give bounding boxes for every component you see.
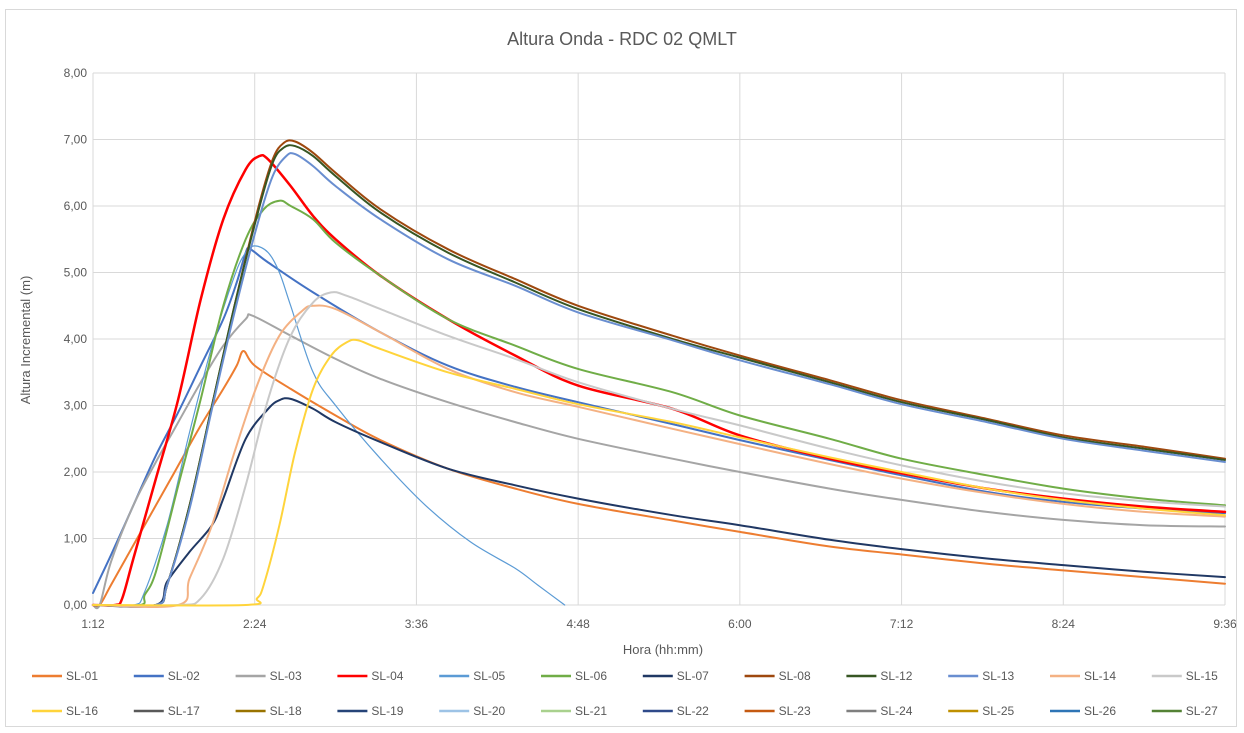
legend-label: SL-21 <box>575 704 607 718</box>
legend-label: SL-05 <box>473 669 505 683</box>
series-line-sl-15 <box>92 291 1226 607</box>
legend-item: SL-21 <box>541 704 607 718</box>
legend-label: SL-19 <box>371 704 403 718</box>
chart-canvas: Altura Onda - RDC 02 QMLT Altura Increme… <box>18 29 1237 718</box>
legend-label: SL-03 <box>270 669 302 683</box>
legend-item: SL-26 <box>1050 704 1116 718</box>
series-line-sl-13 <box>92 152 1226 608</box>
legend-item: SL-01 <box>32 669 98 683</box>
legend-item: SL-15 <box>1151 669 1218 683</box>
legend-label: SL-27 <box>1186 704 1218 718</box>
legend-item: SL-12 <box>846 669 913 683</box>
series-line-sl-16 <box>92 338 1226 607</box>
legend-label: SL-08 <box>779 669 811 683</box>
y-tick-label: 5,00 <box>64 266 88 280</box>
x-tick-label: 3:36 <box>405 617 429 631</box>
legend-item: SL-27 <box>1151 704 1218 718</box>
legend-label: SL-04 <box>371 669 403 683</box>
legend-item: SL-13 <box>948 669 1015 683</box>
x-tick-label: 1:12 <box>81 617 105 631</box>
y-axis-label: Altura Incremental (m) <box>18 276 33 405</box>
legend-label: SL-26 <box>1084 704 1116 718</box>
legend-label: SL-18 <box>270 704 302 718</box>
legend-item: SL-06 <box>541 669 607 683</box>
legend-item: SL-20 <box>439 704 506 718</box>
legend-item: SL-22 <box>642 704 709 718</box>
legend-label: SL-16 <box>66 704 98 718</box>
legend-item: SL-05 <box>439 669 506 683</box>
legend-item: SL-19 <box>337 704 404 718</box>
y-tick-label: 3,00 <box>64 399 88 413</box>
legend-item: SL-08 <box>744 669 811 683</box>
legend-label: SL-13 <box>982 669 1014 683</box>
legend-label: SL-07 <box>677 669 709 683</box>
x-tick-label: 6:00 <box>728 617 752 631</box>
y-tick-label: 8,00 <box>64 66 88 80</box>
legend-item: SL-23 <box>744 704 811 718</box>
y-tick-label: 0,00 <box>64 598 88 612</box>
series-line-sl-12 <box>92 144 1226 608</box>
legend-label: SL-17 <box>168 704 200 718</box>
legend-label: SL-01 <box>66 669 98 683</box>
series-line-sl-06 <box>92 199 1226 607</box>
series-line-sl-03 <box>92 313 1226 610</box>
legend-item: SL-17 <box>133 704 200 718</box>
y-tick-label: 2,00 <box>64 465 88 479</box>
legend-label: SL-24 <box>880 704 912 718</box>
legend-item: SL-14 <box>1050 669 1116 683</box>
series-line-sl-14 <box>92 304 1226 608</box>
y-tick-label: 6,00 <box>64 199 88 213</box>
x-tick-label: 9:36 <box>1213 617 1237 631</box>
legend-label: SL-25 <box>982 704 1014 718</box>
legend-label: SL-15 <box>1186 669 1218 683</box>
series-line-sl-04 <box>91 153 1227 607</box>
legend: SL-01 SL-02 SL-03 SL-04 SL-05 SL-06 SL-07 SL-08… <box>32 669 1218 718</box>
legend-item: SL-04 <box>337 669 404 683</box>
x-tick-label: 4:48 <box>566 617 590 631</box>
legend-item: SL-07 <box>642 669 709 683</box>
legend-label: SL-14 <box>1084 669 1116 683</box>
series-lines <box>91 139 1227 610</box>
x-tick-label: 8:24 <box>1052 617 1076 631</box>
legend-label: SL-22 <box>677 704 709 718</box>
legend-label: SL-23 <box>779 704 811 718</box>
series-line-sl-05 <box>92 245 566 607</box>
x-axis-label: Hora (hh:mm) <box>623 642 703 657</box>
y-tick-label: 1,00 <box>64 532 88 546</box>
legend-item: SL-24 <box>846 704 913 718</box>
legend-item: SL-02 <box>133 669 200 683</box>
legend-label: SL-02 <box>168 669 200 683</box>
legend-item: SL-03 <box>235 669 302 683</box>
x-tick-label: 7:12 <box>890 617 914 631</box>
x-tick-label: 2:24 <box>243 617 267 631</box>
chart-title: Altura Onda - RDC 02 QMLT <box>507 29 737 49</box>
y-tick-label: 4,00 <box>64 332 88 346</box>
legend-item: SL-18 <box>235 704 302 718</box>
legend-item: SL-25 <box>948 704 1015 718</box>
axis-tick-labels: 0,00 1,00 2,00 3,00 4,00 5,00 6,00 7,00 8,00 1:12… <box>64 66 1237 631</box>
legend-item: SL-16 <box>32 704 98 718</box>
series-line-sl-01 <box>92 350 1226 608</box>
legend-label: SL-12 <box>880 669 912 683</box>
grid-lines <box>92 72 1226 606</box>
chart-frame: Altura Onda - RDC 02 QMLT Altura Increme… <box>5 9 1237 727</box>
legend-label: SL-06 <box>575 669 607 683</box>
y-tick-label: 7,00 <box>64 133 88 147</box>
legend-label: SL-20 <box>473 704 505 718</box>
